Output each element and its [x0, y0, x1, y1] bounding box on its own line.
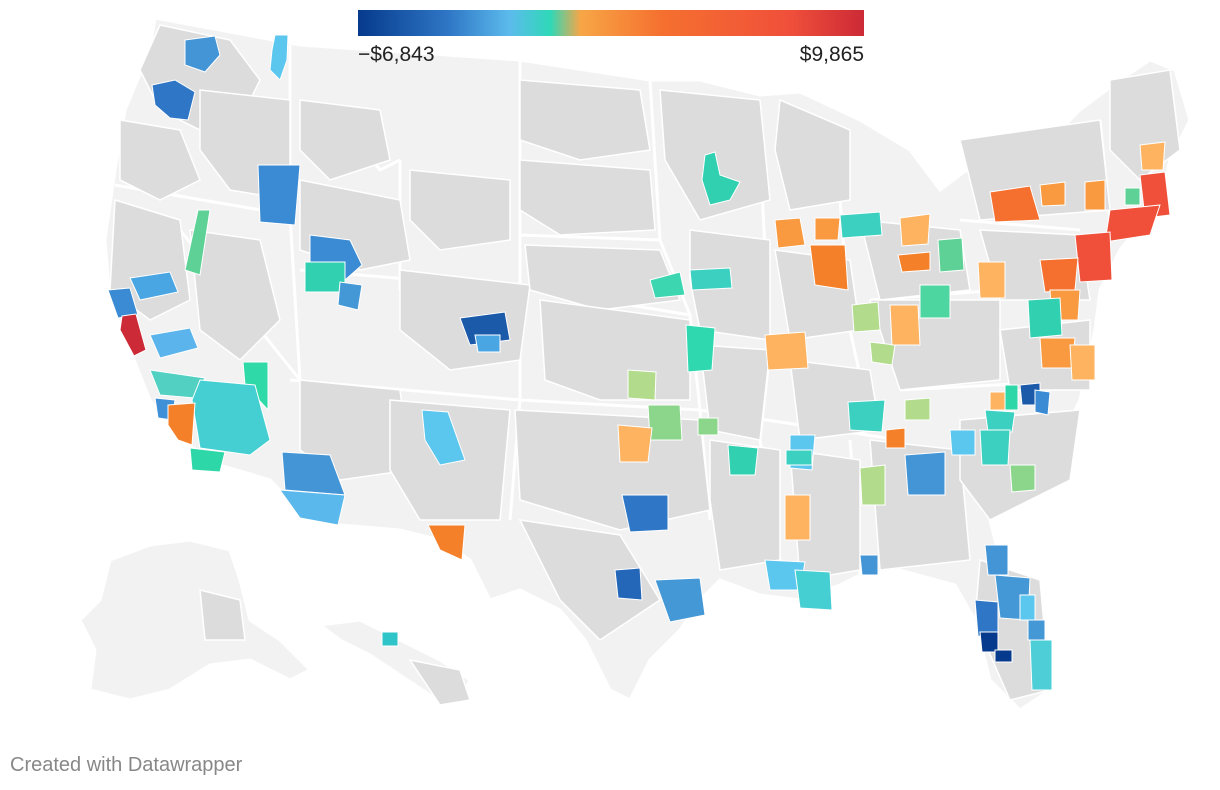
metro-area [269, 34, 289, 81]
metro-area [889, 304, 921, 346]
metro-area [647, 404, 683, 441]
metro-area [1074, 231, 1113, 283]
metro-area [1039, 337, 1076, 369]
metro-area [984, 409, 1016, 433]
metro-area [1069, 344, 1096, 381]
metro-area [774, 217, 806, 249]
metro-area [685, 324, 716, 373]
metro-area [949, 429, 976, 456]
metro-area [919, 284, 951, 319]
metro-area [899, 213, 931, 247]
metro-areas [107, 34, 1171, 691]
metro-area [979, 631, 999, 653]
metro-area [989, 185, 1041, 223]
metro-area [904, 451, 946, 496]
metro-area [1019, 594, 1036, 621]
metro-area [119, 313, 147, 357]
metro-area [654, 577, 706, 623]
metro-area [989, 391, 1006, 411]
metro-area [1039, 181, 1066, 207]
metro-area [649, 271, 686, 299]
metro-area [977, 261, 1006, 299]
metro-area [151, 79, 196, 121]
metro-area [1034, 389, 1051, 416]
metro-area [814, 217, 841, 241]
metro-area [994, 649, 1013, 663]
metro-area [701, 151, 741, 206]
metro-area [191, 379, 271, 456]
metro-area [697, 417, 719, 436]
metro-area [257, 164, 301, 226]
metro-area [167, 402, 196, 446]
metro-area [984, 544, 1009, 576]
metro-area [1139, 141, 1166, 171]
metro-area [1009, 464, 1036, 493]
metro-area [689, 267, 733, 291]
metro-area [304, 261, 346, 293]
metro-area [129, 271, 179, 301]
credit-text[interactable]: Created with Datawrapper [10, 754, 243, 776]
metro-area [851, 301, 881, 333]
legend-labels: −$6,843 $9,865 [358, 41, 864, 71]
metro-area [474, 334, 501, 353]
metro-area [859, 464, 886, 506]
metro-area [184, 209, 211, 276]
metro-area [614, 567, 643, 601]
legend-max-label: $9,865 [799, 43, 864, 66]
metro-area [381, 631, 399, 647]
metro-area [859, 554, 879, 576]
metro-area [621, 494, 669, 533]
metro-area [421, 409, 466, 466]
metro-area [727, 444, 759, 476]
metro-area [149, 327, 199, 359]
metro-area [897, 251, 931, 273]
metro-area [1027, 619, 1046, 641]
metro-area [764, 331, 809, 371]
metro-area [278, 489, 346, 526]
metro-area [1104, 204, 1161, 243]
metro-area [784, 494, 811, 541]
legend-min-label: −$6,843 [358, 43, 435, 66]
metro-area [937, 237, 965, 273]
metro-area [794, 569, 833, 611]
alaska-land [78, 538, 313, 702]
metro-area [1039, 257, 1079, 293]
legend-gradient-bar [358, 10, 864, 36]
metro-area [627, 369, 657, 401]
metro-area [839, 211, 883, 239]
metro-area [904, 397, 931, 421]
metro-area [1027, 297, 1063, 339]
metro-area [337, 281, 363, 311]
metro-area [184, 35, 221, 73]
metro-area [847, 399, 886, 433]
metro-area [1084, 179, 1106, 211]
metro-area [189, 447, 226, 473]
metro-area [617, 424, 653, 463]
metro-area [1124, 187, 1141, 206]
metro-area [809, 244, 849, 291]
metro-area [785, 449, 813, 466]
metro-area [869, 341, 896, 366]
metro-area [979, 429, 1011, 466]
color-legend: −$6,843 $9,865 [358, 10, 864, 71]
metro-area [107, 287, 139, 319]
metro-area [885, 427, 906, 449]
metro-area [1029, 639, 1053, 691]
metro-area [1004, 384, 1019, 411]
us-metro-map [78, 16, 1192, 712]
metro-area [427, 524, 466, 561]
